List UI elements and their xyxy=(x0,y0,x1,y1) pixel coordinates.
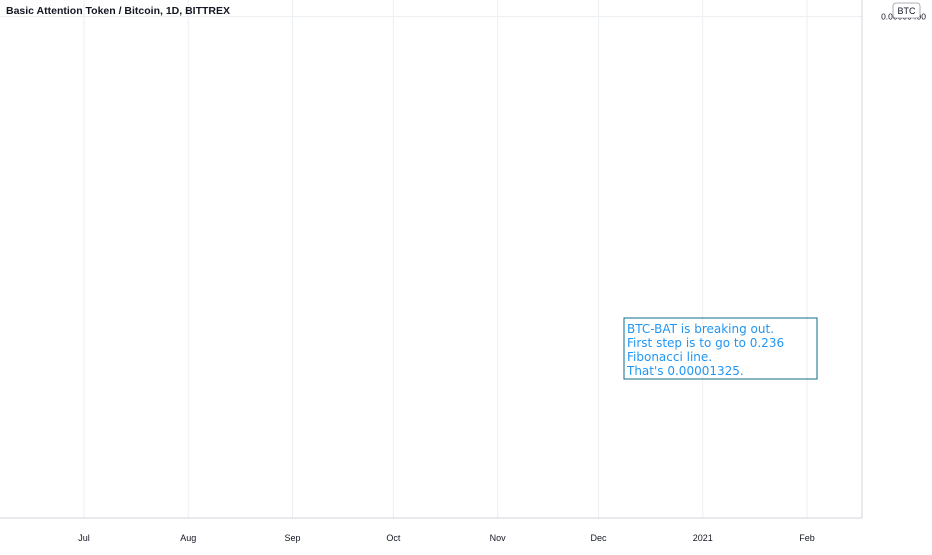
x-tick-label: Oct xyxy=(386,533,401,543)
currency-label: BTC xyxy=(898,6,917,16)
time-axis-bg xyxy=(0,518,862,550)
x-tick-label: Nov xyxy=(490,533,507,543)
x-tick-label: 2021 xyxy=(693,533,713,543)
price-axis-bg xyxy=(862,0,932,550)
grid xyxy=(0,0,862,518)
note-box xyxy=(623,317,818,380)
x-tick-label: Jul xyxy=(78,533,90,543)
note-line-3: Fibonacci line. xyxy=(627,350,712,364)
analysis-note[interactable]: BTC-BAT is breaking out. First step is t… xyxy=(623,317,818,380)
chart-title: Basic Attention Token / Bitcoin, 1D, BIT… xyxy=(6,5,230,17)
x-tick-label: Aug xyxy=(180,533,196,543)
x-tick-label: Dec xyxy=(590,533,607,543)
note-line-4: That's 0.00001325. xyxy=(626,364,744,378)
x-tick-label: Feb xyxy=(799,533,815,543)
note-line-1: BTC-BAT is breaking out. xyxy=(627,322,774,336)
currency-badge[interactable]: BTC xyxy=(892,2,921,19)
note-line-2: First step is to go to 0.236 xyxy=(627,336,784,350)
x-tick-label: Sep xyxy=(284,533,300,543)
